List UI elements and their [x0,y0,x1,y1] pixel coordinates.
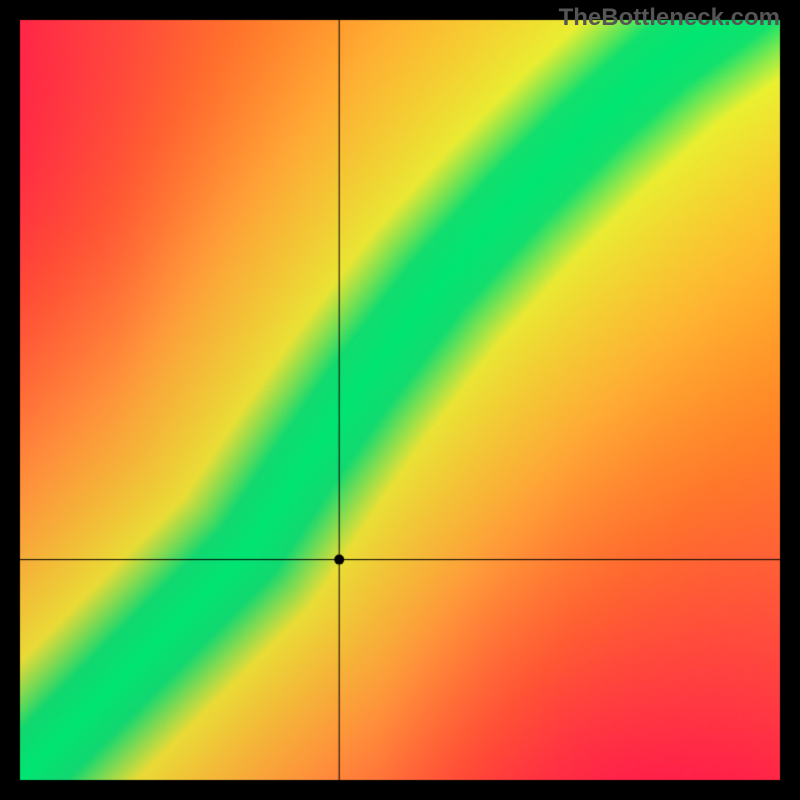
bottleneck-heatmap [0,0,800,800]
watermark-text: TheBottleneck.com [559,4,780,32]
chart-container: TheBottleneck.com [0,0,800,800]
